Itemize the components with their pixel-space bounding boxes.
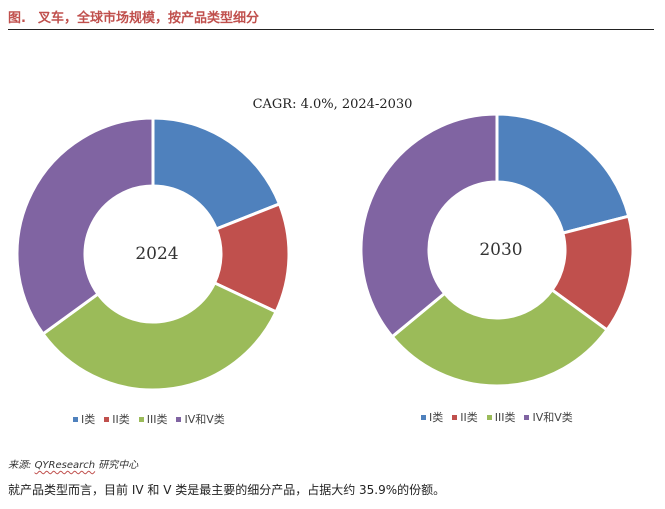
legend-swatch xyxy=(524,414,530,420)
donut-center-label: 2030 xyxy=(479,240,522,260)
legend-item: IV和V类 xyxy=(524,409,573,425)
legend-item: III类 xyxy=(486,409,516,425)
legend-item: I类 xyxy=(421,409,443,425)
legend-swatch xyxy=(452,414,458,420)
legend-label: I类 xyxy=(81,413,96,426)
donut-2030-slice-4 xyxy=(359,112,499,339)
source-line: 来源: QYResearch 研究中心 xyxy=(8,456,138,471)
figure-title: 叉车，全球市场规模，按产品类型细分 xyxy=(37,11,259,26)
legend-item: II类 xyxy=(452,409,478,425)
legend-item: I类 xyxy=(73,411,95,427)
legend-label: III类 xyxy=(494,411,516,424)
source-prefix: 来源: xyxy=(8,460,32,471)
legend-swatch xyxy=(421,414,426,420)
legend-swatch xyxy=(486,414,492,420)
chart-title: CAGR: 4.0%, 2024-2030 xyxy=(252,97,413,112)
legend-swatch xyxy=(73,416,78,422)
donut-center-label: 2024 xyxy=(135,244,178,264)
legend-label: IV和V类 xyxy=(184,413,225,426)
donut-2030-slice-1 xyxy=(495,112,631,235)
donut-2030-slice-3 xyxy=(390,287,610,388)
legend-label: II类 xyxy=(460,411,478,424)
legend-swatch xyxy=(104,416,110,422)
legend-label: III类 xyxy=(146,413,168,426)
summary-note: 就产品类型而言，目前 IV 和 V 类是最主要的细分产品，占据大约 35.9%的… xyxy=(8,483,446,497)
legend-item: III类 xyxy=(138,411,168,427)
legend-label: I类 xyxy=(429,411,444,424)
legend-swatch xyxy=(176,416,182,422)
donut-2024-slice-3 xyxy=(40,280,279,392)
figure-header: 图. 叉车，全球市场规模，按产品类型细分 xyxy=(8,7,654,30)
legend-label: IV和V类 xyxy=(532,411,573,424)
figure-prefix: 图. xyxy=(8,11,26,26)
donut-2024-slice-4 xyxy=(15,116,155,337)
legend-2024: I类 II类 III类 IV和V类 xyxy=(73,411,225,427)
source-org: QYResearch xyxy=(34,460,96,471)
legend-label: II类 xyxy=(112,413,130,426)
legend-item: IV和V类 xyxy=(176,411,225,427)
legend-item: II类 xyxy=(104,411,130,427)
legend-2030: I类 II类 III类 IV和V类 xyxy=(421,409,573,425)
donut-2024-slice-1 xyxy=(151,116,282,231)
legend-swatch xyxy=(138,416,144,422)
source-suffix: 研究中心 xyxy=(98,460,139,471)
